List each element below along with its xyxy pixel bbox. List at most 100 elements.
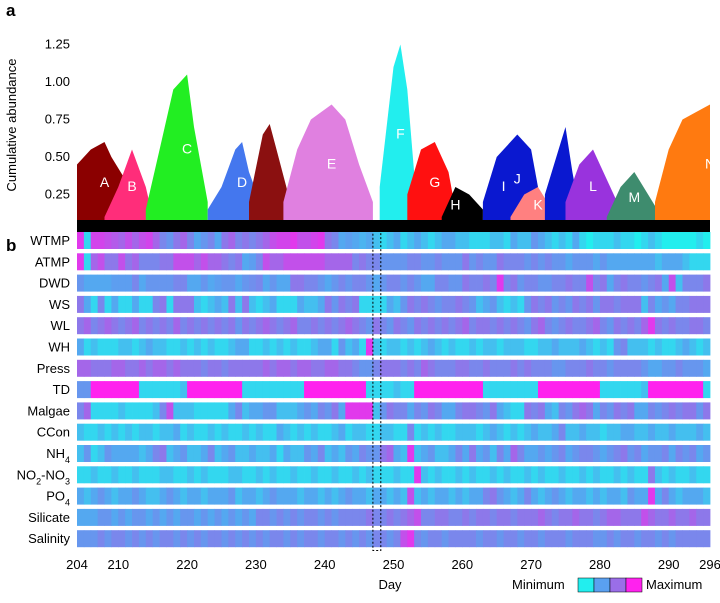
heatmap-cell bbox=[689, 445, 697, 462]
heatmap-cell bbox=[441, 445, 449, 462]
heatmap-cell bbox=[235, 274, 243, 292]
heatmap-cell bbox=[221, 530, 229, 548]
heatmap-cell bbox=[613, 295, 621, 313]
heatmap-cell bbox=[228, 359, 236, 377]
heatmap-cell bbox=[310, 423, 319, 441]
heatmap-cell bbox=[648, 359, 656, 377]
heatmap-cell bbox=[83, 423, 92, 441]
heatmap-cell bbox=[193, 317, 202, 335]
heatmap-cell bbox=[482, 274, 491, 292]
heatmap-cell bbox=[469, 508, 477, 526]
heatmap-cell bbox=[111, 530, 119, 548]
heatmap-cell bbox=[634, 317, 642, 335]
heatmap-cell bbox=[269, 317, 277, 335]
heatmap-cell bbox=[173, 274, 181, 292]
heatmap-cell bbox=[510, 295, 518, 313]
heatmap-cell bbox=[524, 338, 532, 356]
heatmap-cell bbox=[427, 530, 436, 548]
heatmap-cell bbox=[503, 295, 511, 313]
heatmap-cell bbox=[138, 232, 147, 249]
heatmap-cell bbox=[228, 487, 236, 505]
panel-label-a: a bbox=[6, 1, 16, 20]
heatmap-cell bbox=[145, 253, 154, 271]
heatmap-cell bbox=[235, 253, 243, 271]
heatmap-cell bbox=[696, 466, 704, 484]
heatmap-cell bbox=[214, 338, 222, 356]
heatmap-cell bbox=[407, 359, 415, 377]
heatmap-cell bbox=[558, 338, 566, 356]
heatmap-cell bbox=[510, 232, 518, 249]
heatmap-cell bbox=[200, 359, 209, 377]
heatmap-cell bbox=[455, 338, 463, 356]
heatmap-cell bbox=[125, 381, 133, 399]
heatmap-cell bbox=[606, 381, 615, 399]
heatmap-cell bbox=[654, 508, 663, 526]
heatmap-cell bbox=[634, 232, 642, 249]
heatmap-cell bbox=[421, 381, 429, 399]
heatmap-cell bbox=[159, 530, 167, 548]
heatmap-cell bbox=[104, 423, 112, 441]
heatmap-cell bbox=[703, 359, 711, 377]
heatmap-cell bbox=[297, 295, 305, 313]
heatmap-cell bbox=[97, 402, 105, 420]
heatmap-cell bbox=[551, 508, 560, 526]
heatmap-cell bbox=[482, 253, 491, 271]
heatmap-cell bbox=[228, 253, 236, 271]
heatmap-cell bbox=[352, 232, 360, 249]
heatmap-cell bbox=[414, 381, 422, 399]
heatmap-cell bbox=[531, 253, 539, 271]
heatmap-cell bbox=[372, 530, 381, 548]
heatmap-cell bbox=[613, 487, 621, 505]
heatmap-cell bbox=[187, 338, 195, 356]
heatmap-cell bbox=[407, 338, 415, 356]
x-tick-label: 220 bbox=[176, 557, 198, 572]
heatmap-row-label: Silicate bbox=[28, 510, 70, 525]
heatmap-cell bbox=[235, 423, 243, 441]
heatmap-cell bbox=[599, 487, 608, 505]
heatmap-cell bbox=[276, 445, 284, 462]
y-tick-label: 1.25 bbox=[45, 37, 70, 52]
heatmap-cell bbox=[276, 274, 284, 292]
heatmap-cell bbox=[558, 317, 566, 335]
heatmap-cell bbox=[696, 402, 704, 420]
heatmap-cell bbox=[703, 295, 711, 313]
heatmap-cell bbox=[310, 359, 319, 377]
heatmap-cell bbox=[661, 274, 670, 292]
heatmap-cell bbox=[524, 530, 532, 548]
heatmap-cell bbox=[606, 423, 615, 441]
heatmap-cell bbox=[255, 487, 264, 505]
heatmap-cell bbox=[400, 508, 408, 526]
heatmap-cell bbox=[193, 338, 202, 356]
heatmap-cell bbox=[97, 508, 105, 526]
heatmap-cell bbox=[249, 445, 257, 462]
heatmap-cell bbox=[214, 295, 222, 313]
heatmap-cell bbox=[613, 402, 621, 420]
heatmap-cell bbox=[338, 423, 346, 441]
heatmap-cell bbox=[675, 274, 683, 292]
heatmap-cell bbox=[510, 253, 518, 271]
heatmap-cell bbox=[324, 466, 332, 484]
heatmap-cell bbox=[104, 232, 112, 249]
heatmap-cell bbox=[352, 317, 360, 335]
heatmap-cell bbox=[448, 445, 456, 462]
heatmap-cell bbox=[400, 317, 408, 335]
heatmap-cell bbox=[414, 232, 422, 249]
heatmap-cell bbox=[166, 359, 174, 377]
heatmap-cell bbox=[407, 466, 415, 484]
heatmap-cell bbox=[118, 423, 126, 441]
heatmap-cell bbox=[675, 295, 683, 313]
heatmap-cell bbox=[393, 530, 401, 548]
heatmap-cell bbox=[249, 423, 257, 441]
heatmap-cell bbox=[524, 402, 532, 420]
heatmap-cell bbox=[565, 381, 573, 399]
heatmap-cell bbox=[572, 317, 580, 335]
heatmap-cell bbox=[421, 253, 429, 271]
heatmap-cell bbox=[482, 232, 491, 249]
heatmap-cell bbox=[283, 253, 291, 271]
heatmap-cell bbox=[365, 530, 374, 548]
heatmap-cell bbox=[379, 253, 388, 271]
heatmap-cell bbox=[531, 445, 539, 462]
heatmap-cell bbox=[235, 402, 243, 420]
heatmap-cell bbox=[448, 508, 456, 526]
heatmap-cell bbox=[276, 402, 284, 420]
